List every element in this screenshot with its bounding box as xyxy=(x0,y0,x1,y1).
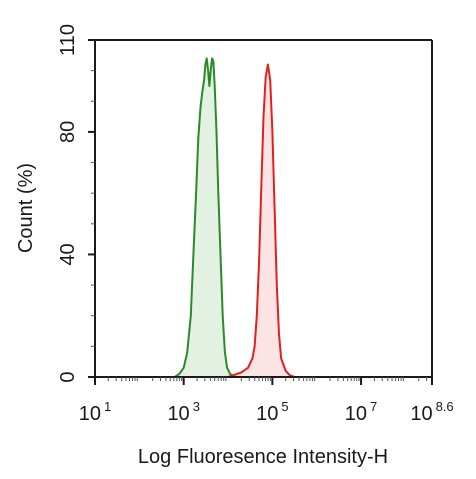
y-axis-label: Count (%) xyxy=(15,163,37,253)
x-axis-label: Log Fluoresence Intensity-H xyxy=(138,446,388,468)
y-tick-label-2: 40 xyxy=(57,243,79,265)
x-tick-label-3: 10 5 xyxy=(256,399,288,425)
x-axis-ticks: 10 1 10 3 10 5 10 7 10 8.6 xyxy=(79,377,454,425)
series-layer xyxy=(174,57,295,378)
y-tick-label-4: 110 xyxy=(57,24,79,56)
x-tick-label-2: 10 3 xyxy=(167,399,199,425)
x-tick-label-4: 10 7 xyxy=(345,399,377,425)
series-2-line xyxy=(227,63,295,378)
plot-area: 10 1 10 3 10 5 10 7 10 8.6 0 40 80 110 xyxy=(57,24,454,425)
x-tick-label-1: 10 1 xyxy=(79,399,111,425)
series-1-line xyxy=(174,57,236,378)
x-tick-label-5: 10 8.6 xyxy=(410,399,453,425)
y-axis-ticks: 0 40 80 110 xyxy=(57,24,95,383)
y-tick-label-1: 0 xyxy=(57,371,79,382)
y-tick-label-3: 80 xyxy=(57,121,79,143)
series-1-area xyxy=(174,58,235,378)
